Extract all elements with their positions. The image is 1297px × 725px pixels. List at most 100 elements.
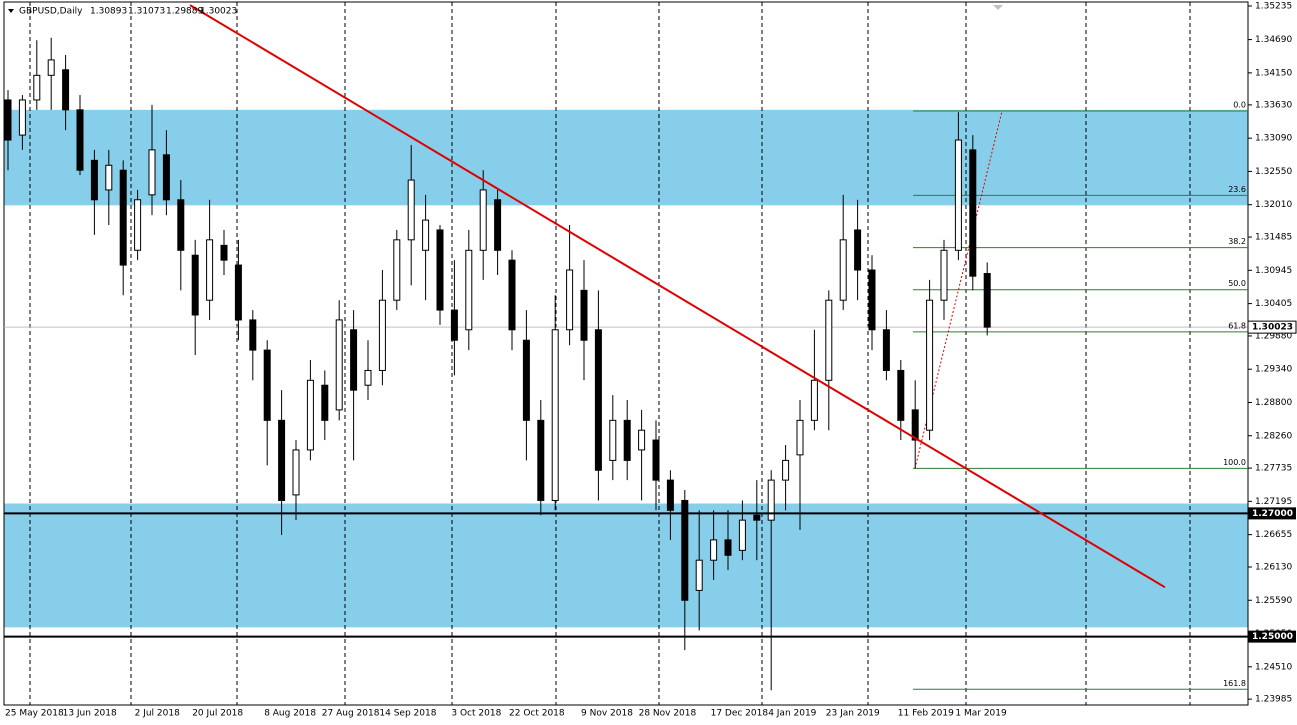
x-tick-label: 9 Nov 2018 <box>581 709 633 719</box>
candle-body <box>666 479 674 511</box>
candle-body <box>810 379 818 421</box>
candle-body <box>105 164 113 191</box>
candle-body <box>479 189 487 251</box>
x-tick-label: 8 Aug 2018 <box>264 709 316 719</box>
x-tick-label: 22 Oct 2018 <box>509 709 565 719</box>
candle-body <box>969 149 977 277</box>
candle-body <box>321 384 329 421</box>
candle-body <box>825 299 833 381</box>
candle-body <box>839 239 847 301</box>
candle-body <box>854 229 862 271</box>
x-tick-label: 27 Aug 2018 <box>322 709 380 719</box>
candle-body <box>249 319 257 351</box>
candle-body <box>537 419 545 501</box>
candle-body <box>868 269 876 331</box>
trendline <box>189 4 1166 589</box>
candle-body <box>681 499 689 601</box>
candle-body <box>753 514 761 521</box>
candle-body <box>897 369 905 421</box>
candle-body <box>436 229 444 311</box>
x-tick-label: 17 Dec 2018 <box>711 709 769 719</box>
candle-body <box>162 154 170 201</box>
candle-body <box>350 329 358 391</box>
support-resistance-zone <box>4 109 1248 206</box>
candle-body <box>796 419 804 456</box>
y-tick-label: 1.32010 <box>1255 200 1292 210</box>
candle-body <box>710 539 718 561</box>
candle-body <box>177 199 185 251</box>
candle-body <box>926 299 934 431</box>
candle-body <box>450 309 458 341</box>
candle-body <box>465 249 473 331</box>
candle-body <box>47 59 55 76</box>
candle-body <box>623 419 631 461</box>
y-tick-label: 1.28260 <box>1255 431 1292 441</box>
fib-level-label: 50.0 <box>1228 279 1246 288</box>
candle-body <box>62 69 70 111</box>
current-price-label: 1.30023 <box>1252 323 1293 333</box>
candle-body <box>782 459 790 481</box>
candle-body <box>206 239 214 301</box>
fib-level-label: 100.0 <box>1223 458 1246 467</box>
fib-level-label: 38.2 <box>1228 237 1246 246</box>
x-tick-label: 25 May 2018 <box>5 709 64 719</box>
candle-body <box>551 329 559 501</box>
candle-body <box>4 99 12 141</box>
y-tick-label: 1.32550 <box>1255 167 1292 177</box>
fib-level-label: 61.8 <box>1228 321 1246 330</box>
x-tick-label: 1 Mar 2019 <box>955 709 1007 719</box>
candle-body <box>983 273 991 328</box>
candle-body <box>33 74 41 101</box>
candle-body <box>940 249 948 301</box>
y-tick-label: 1.34150 <box>1255 68 1292 78</box>
price-tag <box>1248 507 1296 520</box>
support-resistance-zone <box>4 503 1248 628</box>
candle-body <box>767 479 775 521</box>
candle-body <box>407 179 415 241</box>
ohlc-value: 1.30893 <box>90 7 127 17</box>
candle-body <box>220 244 228 261</box>
ohlc-value: 1.31073 <box>128 7 165 17</box>
candle-body <box>508 259 516 331</box>
plot-frame <box>3 1 1249 706</box>
y-tick-label: 1.33090 <box>1255 134 1292 144</box>
candle-body <box>90 159 98 201</box>
fib-level-label: 23.6 <box>1228 185 1246 194</box>
candle-body <box>148 149 156 196</box>
candle-body <box>378 299 386 371</box>
y-tick-label: 1.28800 <box>1255 398 1292 408</box>
candle-body <box>609 419 617 461</box>
x-tick-label: 11 Feb 2019 <box>898 709 954 719</box>
candle-body <box>422 219 430 251</box>
candle-body <box>335 319 343 411</box>
candle-body <box>724 539 732 556</box>
y-tick-label: 1.35235 <box>1255 2 1292 12</box>
ohlc-value: 1.30023 <box>200 7 237 17</box>
price-tag-label: 1.27000 <box>1252 509 1293 519</box>
y-tick-label: 1.29880 <box>1255 331 1292 341</box>
candle-body <box>119 169 127 266</box>
candle-body <box>882 329 890 371</box>
candle-body <box>76 109 84 171</box>
y-tick-label: 1.26130 <box>1255 562 1292 572</box>
y-tick-label: 1.31485 <box>1255 233 1292 243</box>
y-tick-label: 1.34690 <box>1255 35 1292 45</box>
price-tag <box>1248 630 1296 643</box>
candle-body <box>306 379 314 451</box>
x-tick-label: 20 Jul 2018 <box>192 709 243 719</box>
y-tick-label: 1.25590 <box>1255 596 1292 606</box>
candle-body <box>364 369 372 386</box>
price-tag-label: 1.25000 <box>1252 632 1293 642</box>
candle-body <box>292 449 300 496</box>
candle-body <box>594 329 602 471</box>
candle-body <box>695 559 703 591</box>
x-tick-label: 14 Sep 2018 <box>379 709 436 719</box>
y-tick-label: 1.30945 <box>1255 266 1292 276</box>
candle-body <box>18 99 26 136</box>
x-tick-label: 23 Jan 2019 <box>826 709 880 719</box>
ohlc-value: 1.29889 <box>166 7 203 17</box>
chart-title: GBPUSD,Daily <box>19 7 83 17</box>
candle-body <box>638 429 646 451</box>
x-tick-label: 3 Oct 2018 <box>451 709 501 719</box>
